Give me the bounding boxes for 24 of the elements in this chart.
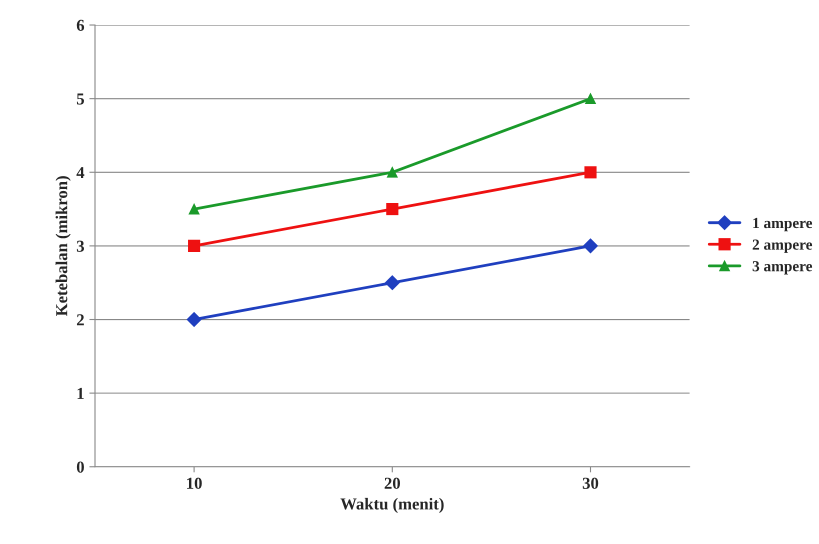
x-tick-label: 30	[582, 478, 598, 489]
point	[384, 275, 400, 290]
y-tick-label: 5	[76, 94, 84, 105]
legend-label: 3 ampere	[752, 261, 812, 274]
point	[386, 203, 398, 216]
legend-label: 2 ampere	[752, 239, 812, 253]
y-tick-label: 4	[76, 167, 84, 178]
point	[585, 93, 596, 104]
point	[188, 240, 200, 252]
y-tick-label: 1	[78, 388, 84, 399]
point	[583, 238, 598, 254]
point	[186, 312, 202, 327]
point	[386, 166, 398, 178]
y-tick-label: 3	[76, 240, 84, 252]
y-tick-label: 0	[76, 461, 84, 473]
x-tick-label: 10	[187, 478, 202, 489]
y-axis-title: Ketebalan (mikron)	[56, 176, 71, 316]
point	[188, 204, 200, 214]
x-axis-title: Waktu (menit)	[340, 498, 444, 513]
x-tick-label: 20	[384, 478, 400, 489]
y-tick-label: 6	[76, 20, 84, 31]
legend-label: 1 ampere	[753, 218, 812, 232]
y-tick-label: 2	[76, 314, 84, 326]
point	[584, 166, 597, 178]
